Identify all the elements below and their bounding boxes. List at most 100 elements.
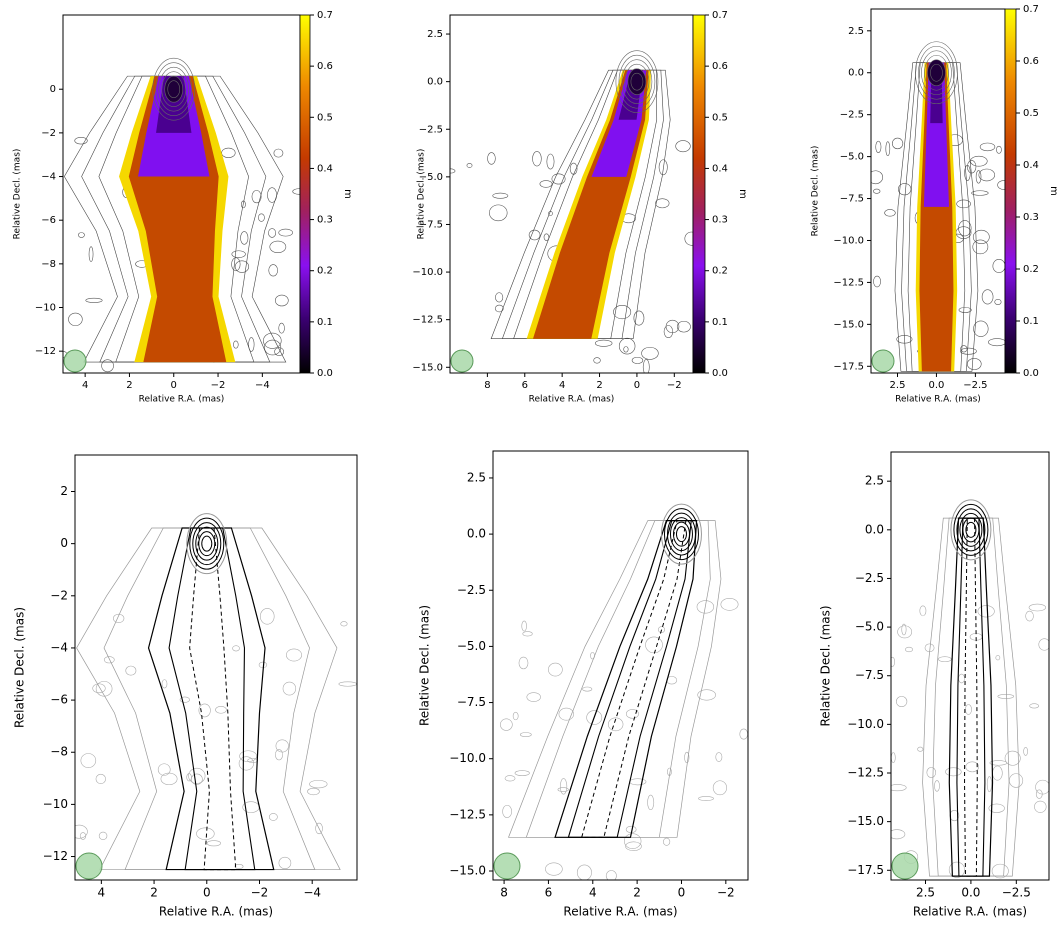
core-contour [950, 499, 992, 561]
jet-region [103, 527, 316, 870]
noise-contour [101, 359, 114, 373]
noise-contour [978, 168, 995, 182]
noise-contour [268, 813, 278, 821]
noise-contour [80, 753, 97, 768]
noise-contour [489, 204, 508, 222]
map [75, 513, 357, 880]
noise-contour [264, 339, 282, 356]
noise-contour [285, 648, 302, 662]
colorbar-tick-label: 0.1 [712, 317, 728, 328]
noise-contour [965, 704, 972, 715]
y-tick-label: 2.5 [467, 470, 486, 484]
y-tick-label: −15.0 [412, 362, 443, 373]
noise-contour [926, 767, 937, 778]
noise-contour [232, 645, 240, 652]
core-contour [201, 535, 213, 552]
core-contour [161, 71, 187, 108]
noise-contour [258, 213, 265, 222]
y-tick-label: −10 [43, 797, 68, 811]
y-tick-label: −8 [41, 259, 56, 270]
colorbar [692, 14, 706, 374]
beam [493, 852, 521, 880]
noise-contour [642, 359, 650, 373]
noise-contour [546, 153, 555, 170]
core-contour [666, 512, 696, 556]
noise-contour [528, 229, 541, 241]
y-axis-label: Relative Decl. (mas) [13, 607, 27, 728]
jet-region [922, 517, 1020, 877]
noise-contour [309, 779, 328, 789]
noise-contour [240, 231, 249, 245]
colorbar-tick-label: 0.7 [712, 10, 728, 21]
noise-contour [98, 831, 108, 840]
core-contour [195, 526, 219, 561]
x-tick-label: 2 [633, 886, 641, 900]
noise-contour [972, 229, 990, 244]
y-tick-label: −12.5 [449, 807, 486, 821]
colorbar-tick-label: 0.0 [317, 368, 333, 379]
noise-contour [997, 694, 1015, 699]
noise-contour [238, 756, 254, 771]
x-tick-label: 4 [559, 380, 565, 391]
colorbar-tick-label: 0.1 [1023, 316, 1039, 327]
noise-contour [88, 246, 94, 262]
noise-contour [875, 140, 882, 153]
x-tick-label: 0 [203, 886, 211, 900]
noise-contour [645, 636, 663, 654]
y-tick-label: −5.0 [419, 172, 443, 183]
panel: 2.5 0.0 −2.5 2.5 0.0 −2.5 −5.0 −7.5 −10.0 −12.5 −1… [819, 451, 1050, 919]
noise-contour [938, 656, 952, 663]
y-tick-label: −7.5 [855, 668, 884, 682]
beam [450, 349, 474, 373]
x-tick-label: 2 [126, 380, 132, 391]
x-tick-label: 2.5 [916, 886, 935, 900]
core-contour [675, 526, 687, 543]
x-tick-label: −4 [303, 886, 321, 900]
noise-contour [495, 292, 504, 303]
x-tick-label: 0.0 [928, 380, 944, 391]
colorbar-tick-label: 0.4 [1023, 160, 1039, 171]
noise-contour [275, 739, 289, 753]
core-contour [956, 508, 986, 552]
x-axis-label: Relative R.A. (mas) [529, 395, 615, 405]
y-tick-label: −5.0 [855, 620, 884, 634]
noise-contour [239, 750, 258, 762]
jet-region [189, 527, 237, 871]
core-contour [186, 513, 228, 575]
y-axis-label: Relative Decl. (mas) [819, 605, 833, 726]
y-tick-label: −10 [35, 303, 56, 314]
jet-region [490, 69, 671, 340]
noise-contour [1023, 747, 1028, 756]
noise-contour [966, 358, 982, 370]
noise-contour [206, 840, 221, 847]
y-tick-label: −6 [41, 215, 56, 226]
y-tick-label: −4 [41, 172, 56, 183]
core-contour [921, 50, 952, 96]
y-tick-label: −12.5 [833, 277, 864, 288]
noise-contour [712, 780, 728, 796]
jet-region [932, 517, 1010, 877]
y-tick-label: 2.5 [865, 474, 884, 488]
core-contour [192, 522, 222, 566]
y-tick-label: −17.5 [833, 361, 864, 372]
noise-contour [494, 304, 504, 313]
noise-contour [891, 656, 895, 667]
x-tick-label: 4 [589, 886, 597, 900]
y-tick-label: −7.5 [840, 194, 864, 205]
noise-contour [504, 775, 516, 782]
noise-contour [960, 347, 977, 355]
x-tick-label: −4 [255, 380, 270, 391]
noise-contour [502, 804, 512, 818]
noise-contour [487, 152, 496, 165]
colorbar-tick-label: 0.2 [1023, 264, 1039, 275]
y-tick-label: −12.5 [412, 315, 443, 326]
jet-region [508, 520, 722, 838]
noise-contour [95, 773, 106, 784]
y-tick-label: −15.0 [833, 319, 864, 330]
core-contour [915, 41, 958, 105]
noise-contour [991, 863, 1009, 879]
noise-contour [967, 160, 977, 174]
noise-contour [85, 297, 103, 303]
y-tick-label: 2.5 [427, 29, 443, 40]
map [891, 499, 1049, 880]
